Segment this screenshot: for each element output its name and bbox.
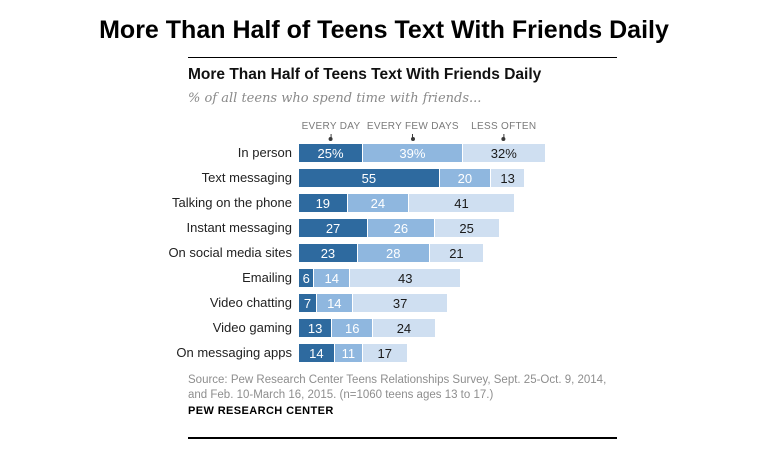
bar-segment: 13 <box>299 319 333 337</box>
stacked-bar: 6 14 43 <box>299 269 461 287</box>
bar-segment: 17 <box>362 344 407 362</box>
category-label: On messaging apps <box>176 345 292 360</box>
bar-segment: 20 <box>439 169 491 187</box>
top-divider <box>188 57 617 58</box>
bottom-divider <box>188 437 617 439</box>
bar-segment: 16 <box>332 319 374 337</box>
chart-row: Instant messaging 27 26 25 <box>0 219 768 237</box>
bar-segment: 14 <box>314 269 351 287</box>
category-label: Instant messaging <box>186 220 292 235</box>
stacked-bar: 19 24 41 <box>299 194 515 212</box>
legend-pointer-dot <box>329 137 333 141</box>
stacked-bar: 23 28 21 <box>299 244 484 262</box>
legend-label: LESS OFTEN <box>471 121 537 132</box>
legend-label: EVERY FEW DAYS <box>366 121 459 132</box>
chart-row: Emailing 6 14 43 <box>0 269 768 287</box>
chart-row: Video gaming 13 16 24 <box>0 319 768 337</box>
category-label: On social media sites <box>168 245 292 260</box>
chart-row: Video chatting 7 14 37 <box>0 294 768 312</box>
stacked-bar: 13 16 24 <box>299 319 435 337</box>
legend-item: EVERY FEW DAYS <box>367 121 459 141</box>
bar-segment: 7 <box>299 294 317 312</box>
stacked-bar: 25% 39% 32% <box>299 144 545 162</box>
category-label: Text messaging <box>201 170 292 185</box>
bar-segment: 24 <box>373 319 435 337</box>
chart-row: On messaging apps 14 11 17 <box>0 344 768 362</box>
stacked-bar: 55 20 13 <box>299 169 525 187</box>
bar-segment: 14 <box>299 344 335 362</box>
category-label: Emailing <box>242 270 292 285</box>
bar-segment: 19 <box>299 194 348 212</box>
chart-row: Text messaging 55 20 13 <box>0 169 768 187</box>
category-label: Talking on the phone <box>172 195 292 210</box>
bar-segment: 37 <box>352 294 448 312</box>
chart-row: Talking on the phone 19 24 41 <box>0 194 768 212</box>
stacked-bar: 7 14 37 <box>299 294 448 312</box>
bar-segment: 32% <box>462 144 545 162</box>
chart-subtitle: % of all teens who spend time with frien… <box>188 91 482 106</box>
page-title: More Than Half of Teens Text With Friend… <box>99 16 669 44</box>
bar-segment: 28 <box>357 244 430 262</box>
legend-pointer-stem <box>330 134 332 138</box>
bar-segment: 25 <box>434 219 499 237</box>
stacked-bar: 27 26 25 <box>299 219 499 237</box>
source-note: Source: Pew Research Center Teens Relati… <box>188 374 607 402</box>
category-label: In person <box>237 145 292 160</box>
category-label: Video gaming <box>212 320 292 335</box>
legend-item: LESS OFTEN <box>471 121 536 141</box>
bar-segment: 43 <box>350 269 461 287</box>
bar-segment: 14 <box>316 294 353 312</box>
bar-segment: 21 <box>429 244 484 262</box>
bar-segment: 13 <box>490 169 525 187</box>
bar-segment: 23 <box>299 244 358 262</box>
legend-pointer-stem <box>503 134 505 138</box>
bar-segment: 24 <box>347 194 410 212</box>
chart-title: More Than Half of Teens Text With Friend… <box>188 66 542 83</box>
category-label: Video chatting <box>209 295 292 310</box>
brand-label: PEW RESEARCH CENTER <box>188 405 334 417</box>
legend-pointer-stem <box>412 134 414 138</box>
legend-item: EVERY DAY <box>302 121 361 141</box>
bar-segment: 27 <box>299 219 369 237</box>
stacked-bar: 14 11 17 <box>299 344 407 362</box>
bar-segment: 6 <box>299 269 315 287</box>
bar-segment: 55 <box>299 169 440 187</box>
bar-segment: 25% <box>299 144 363 162</box>
chart-row: On social media sites 23 28 21 <box>0 244 768 262</box>
legend-pointer-dot <box>501 137 506 141</box>
bar-segment: 26 <box>368 219 435 237</box>
bar-segment: 11 <box>334 344 363 362</box>
legend-label: EVERY DAY <box>301 121 361 132</box>
chart-row: In person 25% 39% 32% <box>0 144 768 162</box>
legend-pointer-dot <box>410 137 415 141</box>
bar-segment: 39% <box>363 144 463 162</box>
bar-segment: 41 <box>409 194 515 212</box>
